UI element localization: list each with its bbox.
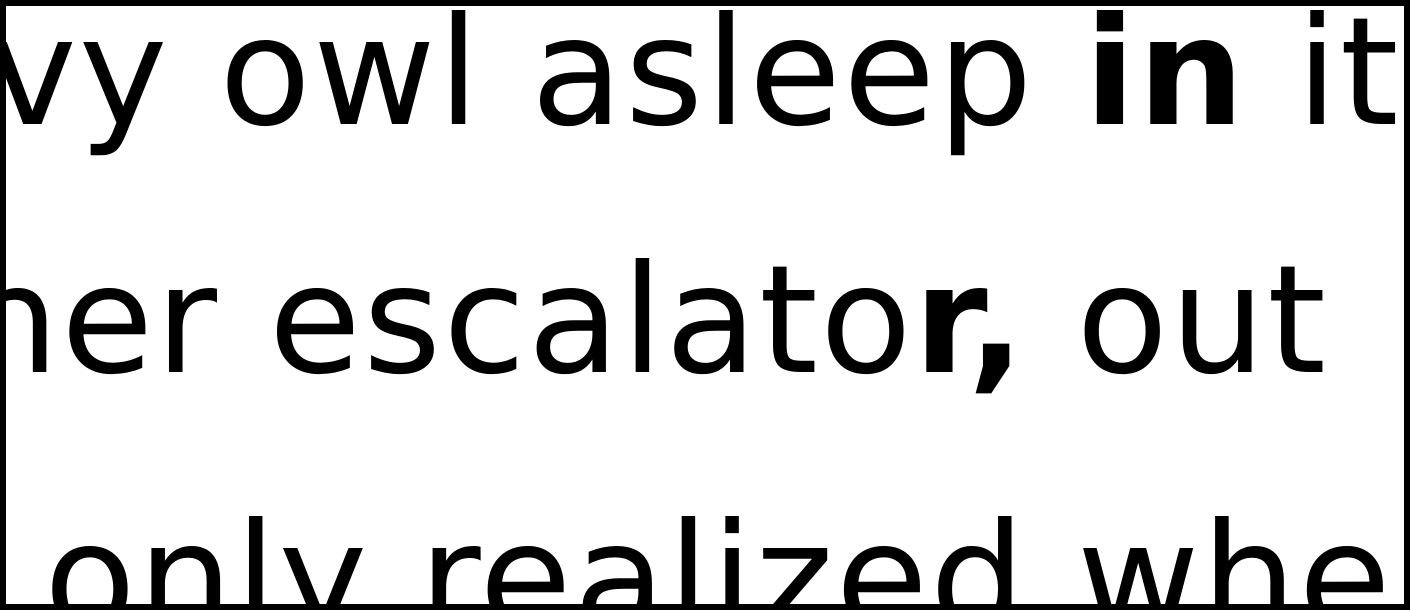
text-segment-bold: in	[1084, 0, 1247, 160]
text-segment: only realized whe	[44, 492, 1393, 610]
text-line-2: her escalator, out	[6, 246, 1328, 396]
text-segment: out	[1026, 234, 1328, 408]
text-segment-bold: r,	[913, 234, 1027, 408]
text-line-3: only realized whe	[44, 504, 1393, 604]
text-line-1: vy owl asleep in it	[6, 6, 1401, 148]
text-segment: vy owl asleep	[0, 0, 1085, 160]
text-segment: it	[1246, 0, 1401, 160]
text-segment: her escalato	[0, 234, 914, 408]
